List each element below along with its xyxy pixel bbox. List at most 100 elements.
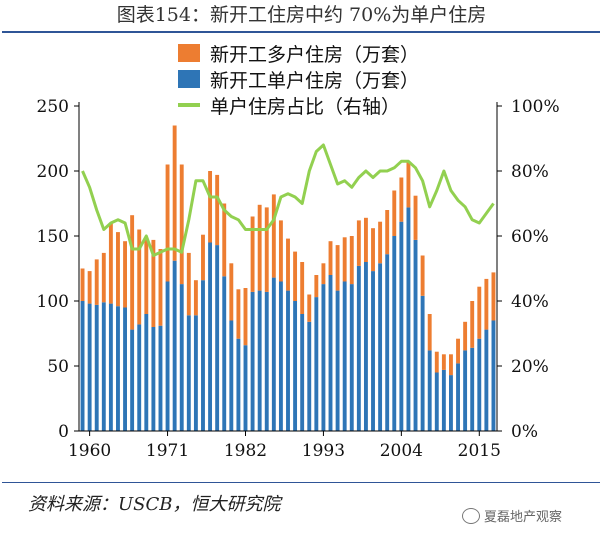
bar-multi bbox=[144, 239, 149, 314]
bar-single bbox=[271, 277, 276, 431]
bar-single bbox=[165, 281, 170, 431]
bar-multi bbox=[349, 236, 354, 285]
bar-multi bbox=[434, 351, 439, 373]
bar-multi bbox=[172, 125, 177, 261]
bar-multi bbox=[80, 268, 85, 301]
bar-multi bbox=[229, 263, 234, 321]
y-right-tick-label: 0% bbox=[511, 422, 538, 442]
legend-label-ratio: 单户住房占比（右轴） bbox=[210, 95, 401, 118]
bar-multi bbox=[278, 220, 283, 282]
bar-multi bbox=[491, 272, 496, 321]
legend: 新开工多户住房（万套） 新开工单户住房（万套） 单户住房占比（右轴） bbox=[178, 40, 419, 118]
bar-single bbox=[463, 350, 468, 431]
ratio-line bbox=[81, 143, 495, 257]
bar-single bbox=[201, 280, 205, 431]
bar-multi bbox=[87, 271, 92, 304]
bar-multi bbox=[158, 249, 163, 326]
watermark: 夏磊地产观察 bbox=[462, 506, 562, 525]
bar-multi bbox=[477, 286, 482, 339]
legend-swatch-ratio bbox=[178, 103, 200, 107]
legend-swatch-multi bbox=[178, 44, 200, 62]
bar-single bbox=[328, 275, 333, 431]
bar-multi bbox=[307, 294, 312, 322]
bar-multi bbox=[342, 237, 347, 282]
bar-multi bbox=[264, 207, 269, 292]
bar-single bbox=[385, 254, 390, 431]
bar-multi bbox=[201, 234, 205, 281]
bar-single bbox=[236, 338, 241, 431]
bar-single bbox=[116, 306, 120, 431]
bar-multi bbox=[250, 216, 255, 292]
bar-single bbox=[151, 327, 156, 431]
bar-single bbox=[378, 263, 383, 431]
legend-item-ratio: 单户住房占比（右轴） bbox=[178, 92, 419, 118]
bar-single bbox=[406, 207, 411, 431]
bar-single bbox=[470, 347, 475, 431]
bar-single bbox=[130, 329, 135, 431]
bar-multi bbox=[463, 321, 468, 351]
bar-multi bbox=[94, 259, 99, 305]
chart-title: 图表154：新开工住房中约 70%为单户住房 bbox=[116, 4, 487, 26]
bar-single bbox=[413, 239, 418, 431]
bar-single bbox=[278, 281, 283, 431]
bar-multi bbox=[243, 288, 248, 346]
y-left-tick-label: 150 bbox=[37, 227, 69, 247]
bar-single bbox=[441, 369, 446, 431]
bar-multi bbox=[363, 217, 368, 262]
bar-single bbox=[392, 236, 397, 431]
bar-single bbox=[87, 303, 92, 431]
bar-multi bbox=[356, 220, 361, 266]
bar-single bbox=[257, 290, 262, 431]
bar-multi bbox=[130, 215, 135, 330]
y-left-tick-label: 50 bbox=[47, 357, 69, 377]
bar-multi bbox=[328, 241, 333, 275]
bar-multi bbox=[378, 221, 383, 264]
bar-multi bbox=[222, 203, 227, 277]
bar-single bbox=[434, 372, 439, 431]
bar-single bbox=[427, 350, 432, 431]
bar-single bbox=[335, 290, 340, 431]
bar-multi bbox=[314, 275, 319, 298]
bar-single bbox=[94, 304, 99, 431]
bar-multi bbox=[257, 204, 262, 291]
bar-multi bbox=[321, 263, 326, 285]
x-tick-label: 2015 bbox=[458, 441, 501, 461]
bar-single bbox=[477, 338, 482, 431]
bar-single bbox=[208, 242, 213, 431]
bar-multi bbox=[406, 161, 411, 208]
x-tick-label: 1960 bbox=[68, 441, 111, 461]
bar-multi bbox=[385, 210, 390, 255]
bar-single bbox=[123, 307, 127, 431]
bar-single bbox=[363, 262, 368, 431]
bar-single bbox=[193, 315, 198, 431]
bar-single bbox=[229, 320, 234, 431]
bar-multi bbox=[179, 164, 184, 285]
legend-item-multi: 新开工多户住房（万套） bbox=[178, 40, 419, 66]
source-note: 资料来源：USCB，恒大研究院 bbox=[28, 494, 281, 515]
bar-multi bbox=[392, 190, 397, 236]
y-right-tick-label: 100% bbox=[511, 97, 560, 117]
bar-single bbox=[456, 363, 460, 431]
chart-canvas: 0 50 100 150 200 250 0% 20% 40% 60% 80% 100% 1960 197… bbox=[37, 97, 560, 461]
bar-multi bbox=[441, 354, 446, 370]
title-divider bbox=[2, 31, 600, 33]
y-left-tick-label: 250 bbox=[37, 97, 69, 117]
bar-single bbox=[321, 284, 326, 431]
bar-single bbox=[179, 284, 184, 431]
y-left-tick-label: 0 bbox=[58, 422, 69, 442]
bar-single bbox=[222, 276, 227, 431]
bar-single bbox=[300, 314, 305, 431]
bar-multi bbox=[449, 354, 453, 376]
bar-multi bbox=[193, 280, 198, 316]
y-right-tick-label: 60% bbox=[511, 227, 549, 247]
bar-single bbox=[349, 284, 354, 431]
bar-single bbox=[250, 291, 255, 431]
bar-single bbox=[420, 295, 425, 431]
bar-single bbox=[186, 315, 191, 431]
bar-single bbox=[293, 301, 298, 431]
source-divider bbox=[2, 482, 600, 483]
bar-multi bbox=[123, 241, 127, 308]
y-left-tick-label: 100 bbox=[37, 292, 69, 312]
bar-multi bbox=[101, 252, 106, 303]
legend-swatch-single bbox=[178, 70, 200, 88]
